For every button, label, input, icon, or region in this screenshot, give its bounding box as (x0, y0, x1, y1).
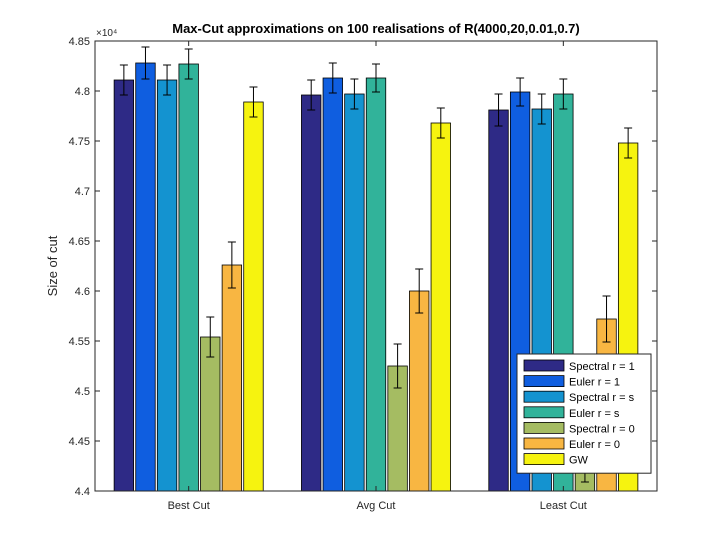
x-tick-label: Least Cut (540, 500, 587, 512)
error-bar (624, 127, 633, 159)
y-axis-label: Size of cut (45, 235, 60, 296)
bar-avg-cut-6 (430, 122, 451, 492)
y-tick-label: 4.45 (69, 436, 90, 448)
error-bar (559, 78, 568, 110)
legend-swatch (523, 437, 565, 450)
bar-avg-cut-5 (409, 290, 430, 492)
chart-title: Max-Cut approximations on 100 realisatio… (172, 21, 579, 36)
legend: Spectral r = 1 Euler r = 1 Spectral r = s E… (516, 353, 652, 474)
bar-best-cut-5 (221, 264, 243, 492)
y-tick-label: 4.55 (69, 336, 90, 348)
error-bar (415, 268, 424, 314)
bar-best-cut-4 (200, 336, 221, 492)
error-bar (249, 86, 258, 118)
error-bar (119, 64, 128, 96)
bar-best-cut-2 (156, 79, 178, 492)
legend-item: Spectral r = s (523, 390, 635, 404)
bar-avg-cut-1 (322, 77, 343, 492)
legend-item: Spectral r = 1 (523, 359, 635, 373)
y-tick-label: 4.85 (69, 36, 90, 48)
bar-avg-cut-0 (301, 94, 322, 492)
legend-swatch (523, 390, 565, 403)
y-tick-label: 4.4 (75, 486, 90, 498)
y-axis-ticks: 4.4 4.45 4.5 4.55 4.6 4.65 4.7 4.75 4.8 4.85 (69, 36, 657, 498)
legend-swatch (523, 453, 565, 466)
bar-best-cut-6 (243, 101, 264, 492)
legend-swatch (523, 359, 565, 372)
bar-best-cut-0 (113, 79, 135, 492)
error-bars-layer (119, 46, 633, 483)
legend-label: Spectral r = 0 (569, 423, 635, 435)
x-tick-label: Best Cut (168, 500, 210, 512)
legend-label: Euler r = 0 (569, 439, 620, 451)
legend-item: Euler r = 1 (523, 375, 620, 389)
legend-item: Euler r = s (523, 406, 620, 420)
y-tick-label: 4.75 (69, 136, 90, 148)
legend-label: Euler r = 1 (569, 377, 620, 389)
error-bar (328, 62, 337, 94)
error-bar (436, 107, 445, 139)
error-bar (393, 343, 402, 389)
bar-best-cut-3 (178, 63, 199, 492)
bar-avg-cut-2 (344, 93, 365, 492)
legend-label: Euler r = s (569, 408, 620, 420)
legend-label: Spectral r = s (569, 392, 635, 404)
error-bar (602, 295, 611, 343)
legend-swatch (523, 421, 565, 434)
error-bar (516, 77, 525, 107)
y-exponent-label: ×10⁴ (96, 28, 117, 39)
y-tick-label: 4.6 (75, 286, 90, 298)
legend-swatch (523, 375, 565, 388)
bar-best-cut-1 (135, 62, 156, 492)
error-bar (163, 64, 172, 96)
y-tick-label: 4.5 (75, 386, 90, 398)
legend-label: GW (569, 455, 589, 467)
y-tick-label: 4.8 (75, 86, 90, 98)
bar-avg-cut-3 (365, 77, 387, 492)
legend-swatch (523, 406, 565, 419)
error-bar (206, 316, 215, 358)
x-tick-label: Avg Cut (357, 500, 396, 512)
error-bar (537, 93, 546, 125)
y-tick-label: 4.7 (75, 186, 90, 198)
error-bar (350, 78, 359, 110)
legend-item: Euler r = 0 (523, 437, 620, 451)
error-bar (307, 79, 316, 111)
x-axis-ticks: Best Cut Avg Cut Least Cut (168, 41, 587, 512)
error-bar (141, 46, 150, 80)
error-bar (372, 63, 380, 93)
error-bar (184, 48, 193, 80)
legend-item: Spectral r = 0 (523, 421, 635, 435)
error-bar (494, 93, 503, 127)
legend-item: GW (523, 453, 589, 467)
error-bar (227, 241, 236, 289)
legend-label: Spectral r = 1 (569, 361, 635, 373)
bar-least-cut-0 (488, 109, 509, 492)
y-tick-label: 4.65 (69, 236, 90, 248)
